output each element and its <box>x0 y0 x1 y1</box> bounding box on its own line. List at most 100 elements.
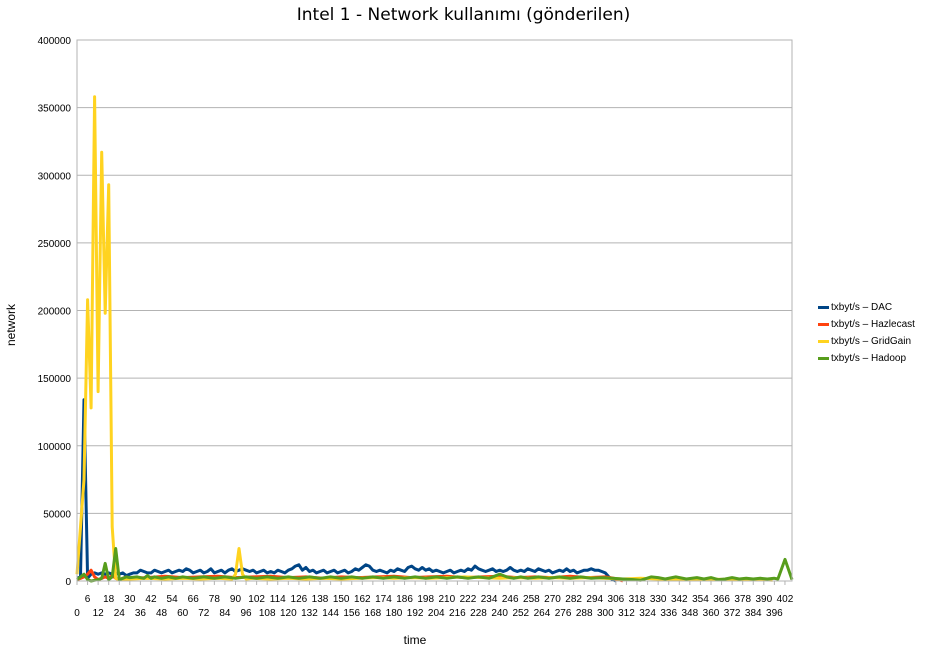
legend-swatch <box>818 357 829 360</box>
x-tick-label: 396 <box>766 608 783 619</box>
x-tick-label: 42 <box>145 594 157 605</box>
y-tick-label: 350000 <box>38 104 72 115</box>
x-tick-label: 312 <box>618 608 635 619</box>
x-tick-label: 144 <box>322 608 339 619</box>
x-tick-label: 18 <box>103 594 115 605</box>
x-tick-label: 66 <box>188 594 200 605</box>
x-tick-label: 90 <box>230 594 242 605</box>
x-tick-label: 324 <box>639 608 656 619</box>
legend-item: txbyt/s – GridGain <box>818 333 915 350</box>
x-tick-label: 156 <box>343 608 360 619</box>
x-tick-label: 54 <box>167 594 179 605</box>
x-tick-label: 306 <box>608 594 625 605</box>
x-tick-label: 168 <box>365 608 382 619</box>
x-tick-label: 342 <box>671 594 688 605</box>
x-tick-label: 318 <box>629 594 646 605</box>
legend-swatch <box>818 340 829 343</box>
x-tick-label: 276 <box>555 608 572 619</box>
x-tick-label: 378 <box>734 594 751 605</box>
legend-swatch <box>818 323 829 326</box>
x-tick-label: 252 <box>512 608 529 619</box>
legend-item: txbyt/s – Hazlecast <box>818 316 915 333</box>
x-tick-label: 126 <box>291 594 308 605</box>
x-tick-label: 36 <box>135 608 147 619</box>
x-tick-label: 288 <box>576 608 593 619</box>
grid-lines <box>77 39 792 582</box>
y-tick-labels: 0 50000 100000 150000 200000 250000 300000 3500… <box>38 36 72 588</box>
legend-label: txbyt/s – Hazlecast <box>831 319 915 330</box>
x-tick-label: 372 <box>724 608 741 619</box>
x-tick-label: 108 <box>259 608 276 619</box>
series-line-3 <box>76 547 794 583</box>
y-tick-label: 200000 <box>38 307 72 318</box>
x-tick-label: 174 <box>375 594 392 605</box>
x-tick-label: 354 <box>692 594 709 605</box>
plot-border <box>76 39 793 582</box>
y-tick-label: 250000 <box>38 239 72 250</box>
y-tick-label: 300000 <box>38 171 72 182</box>
x-tick-label: 384 <box>745 608 762 619</box>
x-tick-label: 246 <box>502 594 519 605</box>
series-lines <box>75 95 794 583</box>
x-tick-label: 348 <box>682 608 699 619</box>
x-tick-label: 366 <box>713 594 730 605</box>
x-tick-label: 180 <box>386 608 403 619</box>
x-tick-label: 30 <box>124 594 136 605</box>
x-tick-label: 114 <box>270 594 286 605</box>
x-tick-label: 102 <box>248 594 265 605</box>
x-tick-label: 138 <box>312 594 329 605</box>
x-tick-label: 336 <box>660 608 677 619</box>
x-tick-label: 6 <box>85 594 91 605</box>
x-tick-label: 0 <box>74 608 80 619</box>
legend-label: txbyt/s – DAC <box>831 302 893 313</box>
x-tick-label: 390 <box>755 594 772 605</box>
x-tick-label: 132 <box>301 608 318 619</box>
x-tick-label: 198 <box>417 594 434 605</box>
x-tick-label: 258 <box>523 594 540 605</box>
x-tick-label: 192 <box>407 608 424 619</box>
y-tick-label: 400000 <box>38 36 72 47</box>
legend-label: txbyt/s – Hadoop <box>831 353 907 364</box>
x-tick-label: 294 <box>586 594 603 605</box>
x-tick-label: 360 <box>703 608 720 619</box>
x-tick-label: 78 <box>209 594 221 605</box>
series-line-0 <box>76 398 617 583</box>
x-tick-label: 264 <box>534 608 551 619</box>
x-tick-label: 186 <box>396 594 413 605</box>
y-tick-label: 100000 <box>38 442 72 453</box>
legend-label: txbyt/s – GridGain <box>831 336 912 347</box>
x-tick-label: 282 <box>565 594 582 605</box>
x-tick-label: 162 <box>354 594 371 605</box>
x-tick-label: 216 <box>449 608 466 619</box>
x-tick-label: 48 <box>156 608 168 619</box>
x-tick-label: 72 <box>198 608 210 619</box>
y-tick-label: 0 <box>65 577 71 588</box>
x-tick-label: 204 <box>428 608 445 619</box>
legend: txbyt/s – DAC txbyt/s – Hazlecast txbyt/s … <box>818 299 915 367</box>
x-tick-label: 120 <box>280 608 297 619</box>
chart-title: Intel 1 - Network kullanımı (gönderilen) <box>296 5 631 25</box>
x-tick-label: 84 <box>219 608 231 619</box>
x-tick-label: 240 <box>491 608 508 619</box>
x-tick-label: 60 <box>177 608 189 619</box>
legend-item: txbyt/s – DAC <box>818 299 915 316</box>
axes <box>76 39 793 585</box>
series-line-2 <box>75 95 773 582</box>
y-tick-label: 150000 <box>38 374 72 385</box>
legend-item: txbyt/s – Hadoop <box>818 350 915 367</box>
x-tick-label: 330 <box>650 594 667 605</box>
x-tick-label: 24 <box>114 608 126 619</box>
x-tick-label: 228 <box>470 608 487 619</box>
x-tick-label: 12 <box>93 608 105 619</box>
x-tick-label: 96 <box>241 608 253 619</box>
legend-swatch <box>818 306 829 309</box>
x-tick-label: 210 <box>438 594 455 605</box>
x-tick-label: 222 <box>460 594 477 605</box>
x-tick-label: 150 <box>333 594 350 605</box>
y-tick-label: 50000 <box>43 509 71 520</box>
x-tick-label: 300 <box>597 608 614 619</box>
x-tick-label: 402 <box>777 594 794 605</box>
